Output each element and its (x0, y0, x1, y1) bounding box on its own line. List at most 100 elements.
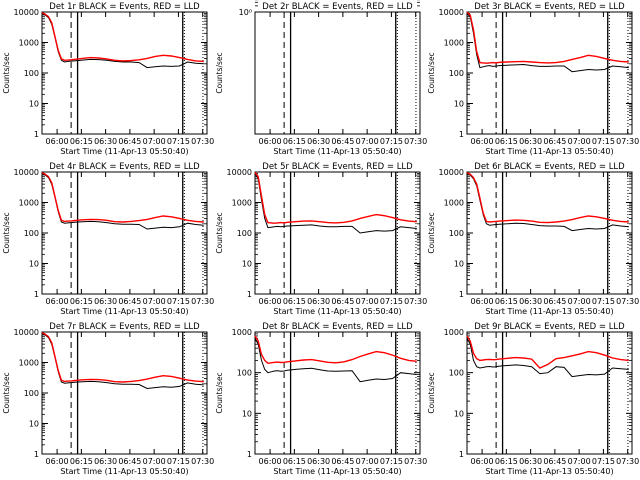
x-tick-label: 07:00 (143, 297, 166, 306)
x-tick-label: 07:30 (404, 137, 427, 146)
y-tick-label: 1000 (232, 328, 252, 337)
series-line-events (466, 13, 629, 73)
x-tick-label: 07:00 (143, 137, 166, 146)
x-axis-label: Start Time (11-Apr-13 05:50:40) (485, 307, 613, 316)
y-axis-label: Counts/sec (2, 52, 11, 93)
x-tick-label: 06:15 (283, 137, 306, 146)
x-tick-label: 07:15 (380, 457, 403, 466)
y-tick-label: 100 (237, 369, 252, 378)
panel-title: Det 3r BLACK = Events, RED = LLD (474, 2, 625, 12)
series-line-lld (254, 171, 417, 224)
x-tick-label: 06:15 (70, 457, 93, 466)
plot-frame (254, 11, 421, 135)
x-tick-label: 06:15 (283, 297, 306, 306)
x-axis-label: Start Time (11-Apr-13 05:50:40) (273, 467, 401, 476)
panel-det-4r: Det 4r BLACK = Events, RED = LLD 1 10 100 10… (2, 162, 214, 316)
x-tick-label: 06:00 (46, 457, 69, 466)
panel-title: Det 1r BLACK = Events, RED = LLD (49, 2, 200, 12)
x-axis-label: Start Time (11-Apr-13 05:50:40) (273, 307, 401, 316)
x-tick-label: 07:30 (404, 457, 427, 466)
y-tick-label: 1 (247, 290, 252, 299)
series-line-events (41, 12, 204, 69)
panel-title: Det 5r BLACK = Events, RED = LLD (262, 162, 413, 172)
panel-title: Det 9r BLACK = Events, RED = LLD (474, 322, 625, 332)
y-axis-label: Counts/sec (2, 372, 11, 413)
x-tick-label: 07:00 (568, 297, 591, 306)
series-line-events (466, 338, 629, 378)
y-tick-label: 100 (24, 389, 39, 398)
x-tick-label: 06:15 (283, 457, 306, 466)
series-line-lld (466, 11, 629, 64)
x-tick-label: 06:00 (471, 297, 494, 306)
x-tick-label: 06:45 (331, 457, 354, 466)
y-tick-label: 10000 (14, 168, 39, 177)
x-tick-label: 06:00 (471, 457, 494, 466)
panel-det-2r: Det 2r BLACK = Events, RED = LLD10⁰10⁻¹1… (215, 0, 427, 156)
y-tick-label: 1000 (444, 199, 464, 208)
series-line-lld (41, 332, 204, 383)
x-tick-label: 06:30 (519, 457, 542, 466)
y-tick-label: 1000 (19, 199, 39, 208)
x-tick-label: 07:30 (191, 457, 214, 466)
panel-det-1r: Det 1r BLACK = Events, RED = LLD 1 10 100 10… (2, 2, 214, 156)
series-line-lld (466, 335, 629, 369)
y-axis-label: Counts/sec (2, 212, 11, 253)
y-tick-label: 1 (459, 450, 464, 459)
y-tick-label: 1000 (19, 39, 39, 48)
x-tick-label: 06:00 (259, 457, 282, 466)
y-tick-label: 10000 (227, 168, 252, 177)
x-axis-label: Start Time (11-Apr-13 05:50:40) (485, 147, 613, 156)
series-line-lld (254, 335, 417, 365)
y-tick-label: 1 (34, 450, 39, 459)
x-tick-label: 07:15 (380, 137, 403, 146)
x-tick-label: 06:30 (307, 137, 330, 146)
x-tick-label: 06:00 (471, 137, 494, 146)
series-line-events (254, 173, 417, 234)
x-tick-label: 06:15 (495, 297, 518, 306)
panel-det-6r: Det 6r BLACK = Events, RED = LLD 1 10 100 10… (427, 162, 639, 316)
x-tick-label: 06:15 (495, 137, 518, 146)
y-tick-label: 10000 (14, 8, 39, 17)
x-axis-label: Start Time (11-Apr-13 05:50:40) (273, 147, 401, 156)
y-tick-label: 100 (24, 229, 39, 238)
x-tick-label: 06:30 (307, 297, 330, 306)
y-tick-label: 10 (29, 260, 39, 269)
x-axis-label: Start Time (11-Apr-13 05:50:40) (485, 467, 613, 476)
x-tick-label: 06:45 (118, 297, 141, 306)
y-tick-label: 100 (449, 229, 464, 238)
y-tick-label: 10⁰ (239, 8, 252, 17)
x-tick-label: 06:45 (543, 297, 566, 306)
x-tick-label: 07:15 (167, 457, 190, 466)
x-tick-label: 06:00 (46, 297, 69, 306)
panel-title: Det 6r BLACK = Events, RED = LLD (474, 162, 625, 172)
x-tick-label: 07:30 (191, 137, 214, 146)
y-tick-label: 1000 (232, 199, 252, 208)
y-tick-label: 10 (242, 260, 252, 269)
x-tick-label: 07:30 (404, 297, 427, 306)
x-tick-label: 06:15 (70, 137, 93, 146)
panel-det-3r: Det 3r BLACK = Events, RED = LLD 1 10 100 10… (427, 2, 639, 156)
x-tick-label: 07:00 (568, 457, 591, 466)
y-tick-label: 10 (29, 100, 39, 109)
y-tick-label: 10000 (439, 8, 464, 17)
x-axis-label: Start Time (11-Apr-13 05:50:40) (60, 147, 188, 156)
y-tick-label: 100 (449, 69, 464, 78)
x-tick-label: 06:30 (94, 457, 117, 466)
x-axis-label: Start Time (11-Apr-13 05:50:40) (60, 467, 188, 476)
y-tick-label: 100 (449, 369, 464, 378)
y-tick-label: 10 (242, 409, 252, 418)
x-tick-label: 07:15 (592, 297, 615, 306)
y-tick-label: 1 (247, 450, 252, 459)
x-tick-label: 06:15 (70, 297, 93, 306)
y-tick-label: 100 (24, 69, 39, 78)
x-tick-label: 06:00 (259, 137, 282, 146)
panel-det-7r: Det 7r BLACK = Events, RED = LLD 1 10 100 10… (2, 322, 214, 476)
x-tick-label: 06:45 (118, 457, 141, 466)
panel-det-8r: Det 8r BLACK = Events, RED = LLD 1 10 100 10… (215, 322, 427, 476)
y-tick-label: 10 (454, 409, 464, 418)
x-tick-label: 07:00 (143, 457, 166, 466)
y-axis-label: Counts/sec (215, 52, 224, 93)
y-tick-label: 1000 (444, 39, 464, 48)
y-tick-label: 100 (237, 229, 252, 238)
